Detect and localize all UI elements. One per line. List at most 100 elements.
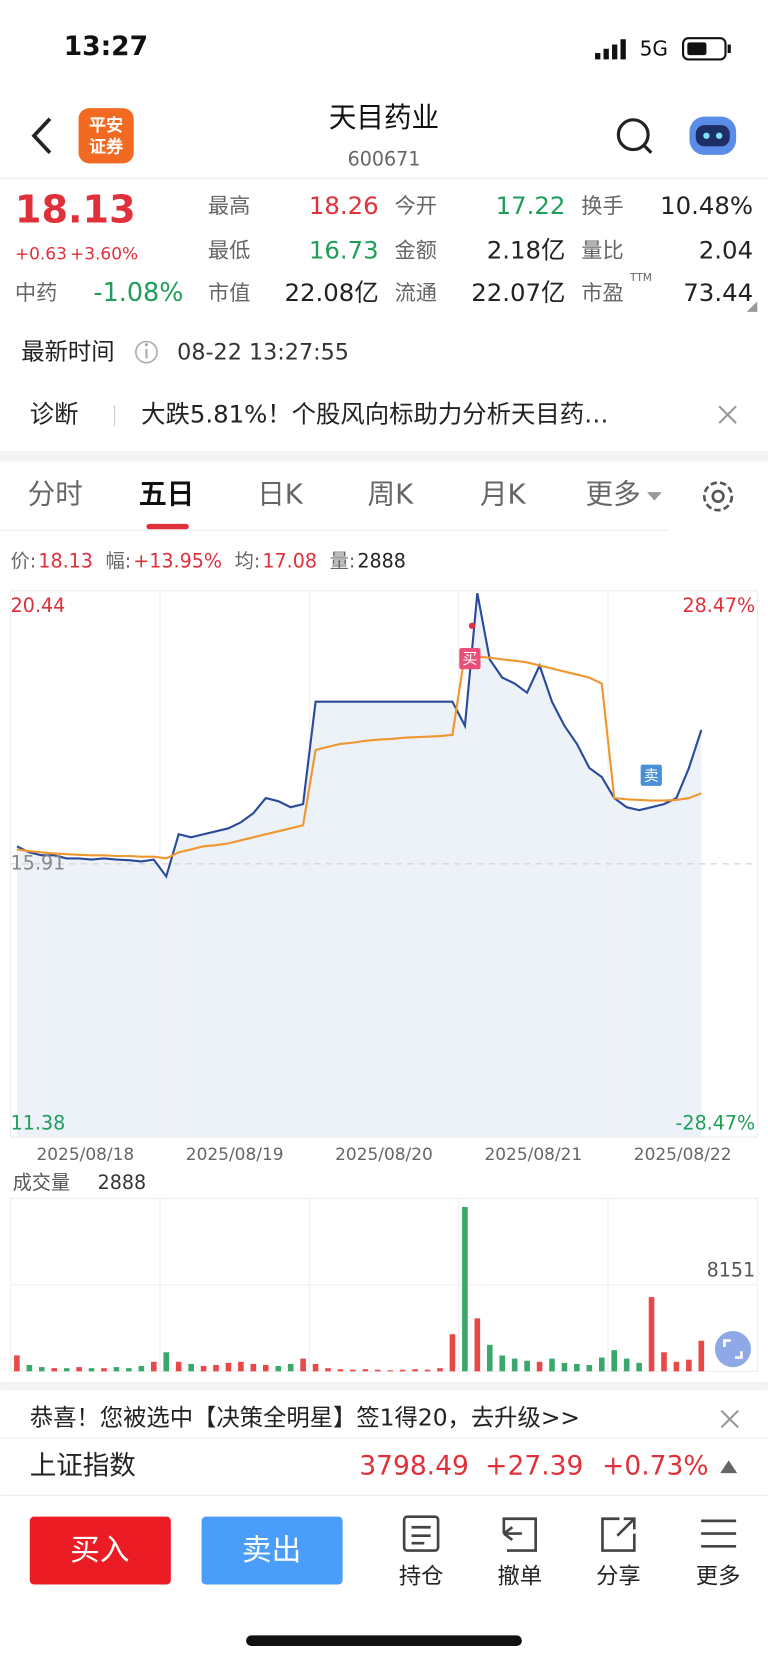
index-value: 3798.49 — [359, 1450, 469, 1481]
x-tick-label: 2025/08/18 — [36, 1144, 134, 1164]
diagnosis-text[interactable]: 大跌5.81%！个股风向标助力分析天目药… — [141, 400, 608, 429]
x-tick-label: 2025/08/21 — [484, 1144, 582, 1164]
buy-label: 买入 — [70, 1533, 129, 1568]
field-value: 2.04 — [699, 235, 753, 264]
volume-bar — [449, 1334, 456, 1372]
toolbar-item[interactable]: 更多 — [696, 1564, 741, 1590]
volume-bar — [661, 1352, 667, 1372]
x-tick-label: 2025/08/20 — [335, 1144, 433, 1164]
field-value: 73.44 — [683, 278, 753, 307]
x-tick-label: 2025/08/22 — [634, 1144, 732, 1164]
y2-tick-label: -28.47% — [676, 1112, 756, 1135]
sector-change: -1.08% — [93, 278, 183, 308]
tab[interactable]: 月K — [480, 477, 527, 510]
close-button[interactable] — [718, 405, 737, 424]
volume-current: 2888 — [98, 1171, 147, 1194]
volume-bar — [250, 1363, 257, 1372]
volume-bar — [200, 1366, 207, 1372]
trade-marker-label: 买 — [462, 651, 477, 668]
info-value: +13.95% — [133, 550, 222, 573]
index-change: +27.39 — [485, 1450, 583, 1481]
index-change-pct: +0.73% — [602, 1450, 708, 1481]
volume-bar — [598, 1357, 605, 1372]
info-label: 幅: — [106, 550, 132, 573]
average-line — [16, 652, 702, 860]
volume-bar — [63, 1368, 70, 1372]
field-label: 今开 — [395, 194, 437, 219]
volume-bar — [474, 1318, 481, 1372]
expand-button[interactable] — [714, 1331, 751, 1368]
update-time: 08-22 13:27:55 — [177, 340, 349, 366]
update-label: 最新时间 — [21, 338, 114, 366]
volume-bar — [300, 1358, 306, 1372]
volume-bar — [673, 1361, 680, 1372]
volume-bar — [549, 1358, 555, 1372]
volume-bar — [26, 1364, 33, 1372]
change: +0.63 — [15, 244, 67, 264]
toolbar-item[interactable]: 持仓 — [399, 1564, 444, 1590]
volume-bar — [387, 1370, 394, 1372]
volume-bar — [686, 1359, 692, 1372]
stock-name: 天目药业 — [329, 101, 439, 134]
toolbar-item[interactable]: 撤单 — [497, 1564, 542, 1590]
sell-button[interactable] — [201, 1516, 343, 1585]
info-label: 价: — [11, 550, 37, 573]
field-label: 最低 — [208, 238, 250, 263]
field-label: 最高 — [208, 194, 250, 219]
volume-bar — [437, 1368, 443, 1372]
trade-marker-label: 卖 — [644, 767, 659, 784]
volume-bar — [150, 1361, 157, 1372]
tab[interactable]: 更多 — [586, 477, 641, 510]
battery-icon — [682, 37, 731, 61]
tab[interactable]: 周K — [368, 477, 415, 510]
volume-bar — [611, 1350, 618, 1372]
volume-bar — [163, 1352, 170, 1372]
assistant-button[interactable] — [689, 116, 737, 155]
settings-button[interactable] — [702, 481, 734, 512]
toolbar-item[interactable]: 分享 — [596, 1564, 641, 1590]
sell-label: 卖出 — [242, 1533, 301, 1568]
volume-bar — [238, 1361, 244, 1372]
back-button[interactable] — [31, 117, 52, 154]
volume-bar — [399, 1369, 406, 1372]
separator — [0, 450, 768, 462]
volume-bar — [213, 1364, 219, 1372]
toolbar-icons — [402, 1515, 737, 1552]
logo-text: 证券 — [89, 136, 124, 156]
expand-arrow[interactable] — [720, 1460, 738, 1474]
field-label: 量比 — [581, 238, 623, 263]
field-value: 2.18亿 — [487, 235, 566, 264]
field-label: 换手 — [581, 194, 623, 219]
field-value: 17.22 — [496, 191, 566, 220]
tab[interactable]: 分时 — [28, 477, 83, 510]
field-value: 10.48% — [660, 191, 753, 220]
marker-dot — [468, 622, 476, 629]
volume-bar — [561, 1362, 568, 1372]
close-button[interactable] — [720, 1409, 739, 1429]
volume-bar — [225, 1362, 232, 1372]
y-tick-label: 8151 — [707, 1259, 756, 1282]
field-value: 22.07亿 — [471, 278, 565, 307]
volume-bar — [636, 1362, 642, 1372]
buy-button[interactable] — [29, 1516, 171, 1585]
volume-bar — [38, 1367, 45, 1372]
volume-bar — [536, 1361, 543, 1372]
trade-marker — [640, 764, 662, 786]
volume-bar — [113, 1367, 120, 1372]
logo[interactable] — [78, 108, 134, 164]
price-area — [16, 593, 702, 1137]
y-tick-label: 15.91 — [11, 851, 66, 874]
volume-bar — [325, 1368, 331, 1372]
tab[interactable]: 五日 — [139, 477, 194, 510]
info-icon — [135, 340, 158, 364]
tab[interactable]: 日K — [257, 477, 304, 510]
sector: 中药 — [15, 281, 57, 306]
search-button[interactable] — [616, 118, 653, 154]
stock-code: 600671 — [348, 148, 421, 171]
diagnosis-label: 诊断 — [30, 400, 79, 429]
banner[interactable]: 恭喜！您被选中【决策全明星】签1得20，去升级>> — [30, 1404, 580, 1432]
index-name: 上证指数 — [30, 1450, 136, 1481]
volume-bar — [499, 1355, 506, 1372]
volume-bar — [462, 1206, 468, 1372]
volume-bar — [287, 1363, 294, 1372]
